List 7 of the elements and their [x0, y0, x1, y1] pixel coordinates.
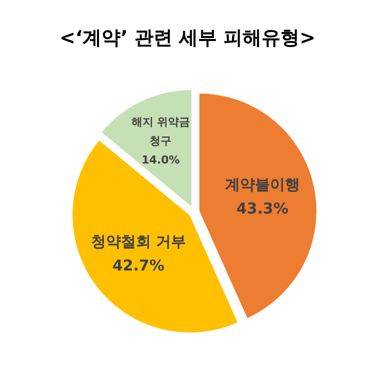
slice-label: 계약불이행	[224, 175, 300, 194]
slice-label: 해지 위약금 청구	[131, 115, 190, 148]
slice-label: 청약철회 거부	[90, 232, 186, 250]
data-label: 14.0%	[142, 153, 180, 166]
chart-title: <‘계약’ 관련 세부 피해유형>	[59, 27, 316, 49]
data-label: 43.3%	[236, 199, 288, 218]
data-label: 42.7%	[112, 256, 164, 274]
